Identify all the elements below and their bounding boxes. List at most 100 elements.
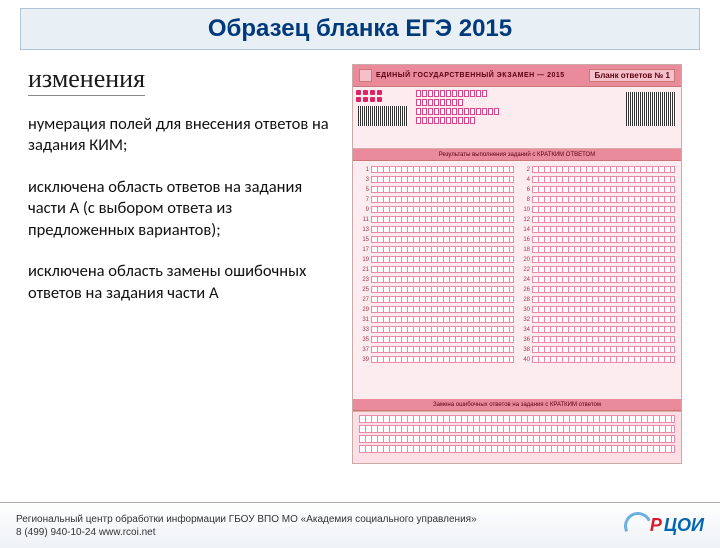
page-title: Образец бланка ЕГЭ 2015 (21, 15, 699, 43)
form-row-cells (532, 166, 675, 173)
form-row-cells (532, 326, 675, 333)
form-row-cells (371, 206, 514, 213)
form-answer-row: 36 (520, 335, 675, 344)
form-answer-row: 25 (359, 285, 514, 294)
form-info-left (353, 87, 413, 148)
form-answer-row: 9 (359, 205, 514, 214)
form-row-number: 1 (359, 167, 369, 173)
form-answer-row: 6 (520, 185, 675, 194)
form-row-number: 2 (520, 167, 530, 173)
form-row-cells (371, 166, 514, 173)
form-row-number: 30 (520, 307, 530, 313)
form-answer-row: 27 (359, 295, 514, 304)
form-row-cells (371, 346, 514, 353)
form-header: ЕДИНЫЙ ГОСУДАРСТВЕННЫЙ ЭКЗАМЕН — 2015 Бл… (353, 65, 681, 87)
form-row-number: 38 (520, 347, 530, 353)
footer-logo: РЦОИ (624, 512, 704, 540)
form-answer-row: 37 (359, 345, 514, 354)
form-row-cells (532, 316, 675, 323)
form-answer-row: 26 (520, 285, 675, 294)
form-row-cells (532, 266, 675, 273)
form-answer-row: 17 (359, 245, 514, 254)
form-row-cells (371, 256, 514, 263)
form-row-cells (532, 176, 675, 183)
form-column: ЕДИНЫЙ ГОСУДАРСТВЕННЫЙ ЭКЗАМЕН — 2015 Бл… (352, 64, 700, 464)
form-answer-row: 18 (520, 245, 675, 254)
form-row-cells (532, 186, 675, 193)
footer: Региональный центр обработки информации … (0, 502, 720, 548)
form-row-cells (532, 276, 675, 283)
form-row-cells (532, 346, 675, 353)
footer-line-1: Региональный центр обработки информации … (16, 513, 477, 526)
form-answer-row: 1 (359, 165, 514, 174)
form-row-cells (371, 186, 514, 193)
form-row-number: 6 (520, 187, 530, 193)
form-row-number: 26 (520, 287, 530, 293)
form-answer-row: 13 (359, 225, 514, 234)
form-row-number: 36 (520, 337, 530, 343)
form-row-number: 32 (520, 317, 530, 323)
form-row-number: 25 (359, 287, 369, 293)
paragraph-2: исключена область ответов на задания час… (28, 177, 338, 241)
form-answer-row: 8 (520, 195, 675, 204)
form-row-cells (532, 356, 675, 363)
form-answer-row: 33 (359, 325, 514, 334)
form-row-cells (532, 206, 675, 213)
barcode-icon (358, 106, 408, 126)
form-answer-row: 14 (520, 225, 675, 234)
form-answer-row: 12 (520, 215, 675, 224)
form-answer-row: 34 (520, 325, 675, 334)
form-row-number: 28 (520, 297, 530, 303)
form-row-number: 33 (359, 327, 369, 333)
form-answer-row: 21 (359, 265, 514, 274)
form-row-number: 23 (359, 277, 369, 283)
form-row-number: 13 (359, 227, 369, 233)
form-answer-row: 11 (359, 215, 514, 224)
form-row-cells (371, 196, 514, 203)
form-section-strip-1: Результаты выполнения заданий с КРАТКИМ … (353, 149, 681, 161)
form-row-cells (371, 356, 514, 363)
form-row-number: 39 (359, 357, 369, 363)
form-row-number: 17 (359, 247, 369, 253)
title-bar: Образец бланка ЕГЭ 2015 (20, 8, 700, 50)
form-answer-row: 31 (359, 315, 514, 324)
form-row-cells (532, 336, 675, 343)
form-row-cells (532, 236, 675, 243)
form-row-number: 11 (359, 217, 369, 223)
form-header-marker (359, 69, 372, 82)
form-correction-block (353, 411, 681, 463)
form-answer-row: 3 (359, 175, 514, 184)
form-row-number: 37 (359, 347, 369, 353)
form-row-cells (532, 226, 675, 233)
form-answer-row: 30 (520, 305, 675, 314)
form-row-number: 5 (359, 187, 369, 193)
form-answer-row: 15 (359, 235, 514, 244)
form-section-strip-2: Замена ошибочных ответов на задания с КР… (353, 399, 681, 411)
text-column: изменения нумерация полей для внесения о… (28, 64, 338, 464)
paragraph-3: исключена область замены ошибочных ответ… (28, 261, 338, 304)
form-row-number: 24 (520, 277, 530, 283)
form-answer-grid: 1234567891011121314151617181920212223242… (353, 161, 681, 399)
form-row-cells (371, 336, 514, 343)
form-header-text: ЕДИНЫЙ ГОСУДАРСТВЕННЫЙ ЭКЗАМЕН — 2015 (376, 72, 565, 79)
form-answer-row: 7 (359, 195, 514, 204)
form-answer-row: 2 (520, 165, 675, 174)
footer-line-2: 8 (499) 940-10-24 www.rcoi.net (16, 526, 477, 539)
form-row-cells (532, 256, 675, 263)
form-row-cells (371, 216, 514, 223)
form-row-cells (371, 176, 514, 183)
form-row-number: 31 (359, 317, 369, 323)
form-row-cells (371, 226, 514, 233)
form-info-block (353, 87, 681, 149)
form-row-number: 16 (520, 237, 530, 243)
form-row-number: 29 (359, 307, 369, 313)
form-row-number: 15 (359, 237, 369, 243)
paragraph-1: нумерация полей для внесения ответов на … (28, 114, 338, 157)
form-row-cells (532, 286, 675, 293)
form-row-number: 34 (520, 327, 530, 333)
form-row-cells (371, 306, 514, 313)
form-answer-row: 39 (359, 355, 514, 364)
form-answer-row: 40 (520, 355, 675, 364)
content-area: изменения нумерация полей для внесения о… (0, 50, 720, 464)
form-row-number: 4 (520, 177, 530, 183)
